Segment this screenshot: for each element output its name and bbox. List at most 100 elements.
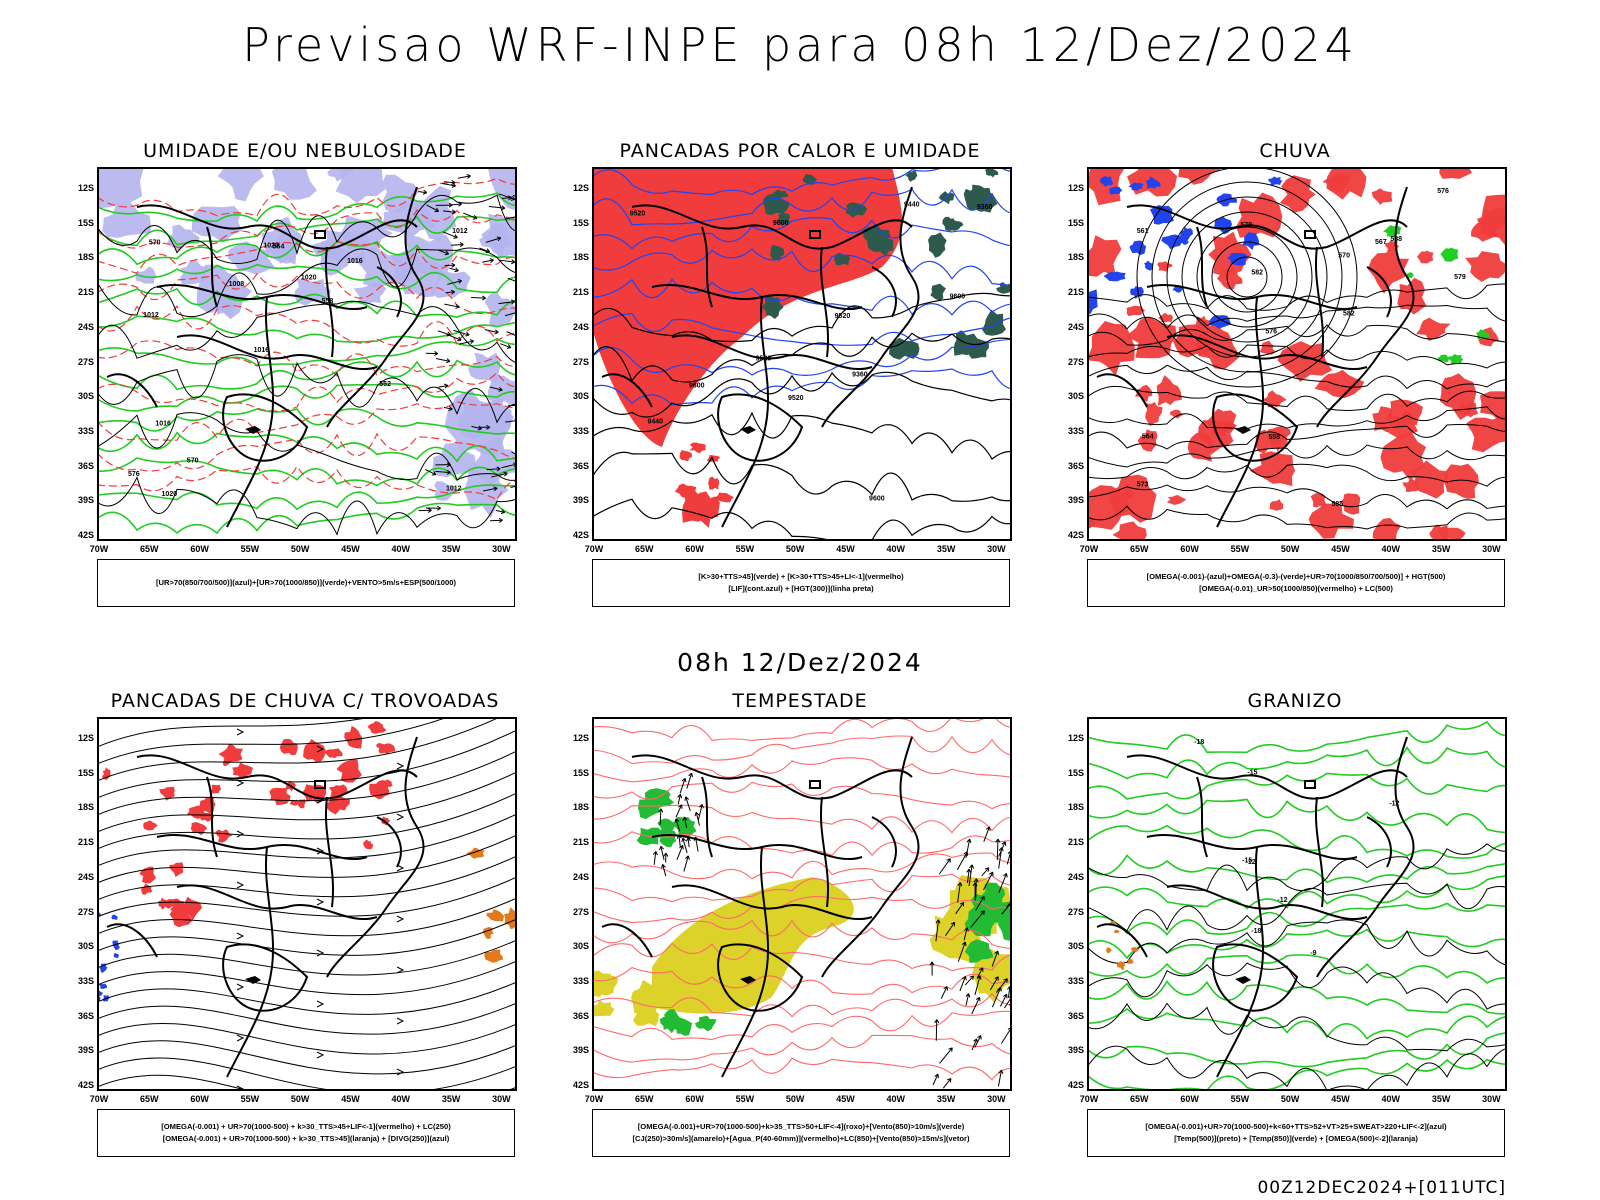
wind-vector xyxy=(493,486,498,492)
omega-blue-area xyxy=(1149,205,1174,225)
wind-vector xyxy=(455,304,460,309)
heat-showers-li-area xyxy=(689,442,706,454)
wind-850-vector xyxy=(677,794,683,799)
streamline-250 xyxy=(396,915,405,923)
wind-vector xyxy=(507,277,517,283)
divergence-area xyxy=(113,944,120,950)
panel-title: CHUVA xyxy=(1259,140,1331,162)
longitude-label: 40W xyxy=(886,544,906,554)
latitude-label: 42S xyxy=(572,1080,589,1090)
wind-vector xyxy=(471,296,486,299)
wind-vector xyxy=(447,280,462,285)
latitude-label: 42S xyxy=(1067,530,1084,540)
omega-rh50-area xyxy=(1380,431,1427,482)
latitude-label: 42S xyxy=(77,1080,94,1090)
longitude-label: 55W xyxy=(240,1094,260,1104)
streamline-250 xyxy=(396,762,405,770)
wind-850-vector xyxy=(685,796,691,812)
height-500-contour xyxy=(1211,241,1283,313)
wind-850-vector xyxy=(998,1069,1004,1074)
wind-vector xyxy=(445,291,455,294)
omega-500-area xyxy=(1113,929,1120,934)
contour-label: 570 xyxy=(149,239,161,246)
wind-850-area xyxy=(970,891,1002,929)
wind-850-vector xyxy=(980,895,985,901)
wind-850-vector xyxy=(686,772,693,789)
wind-850-vector xyxy=(959,976,966,992)
wind-850-vector xyxy=(694,811,700,817)
wind-vector xyxy=(485,237,501,243)
latitude-label: 24S xyxy=(77,871,94,882)
wind-850-vector xyxy=(938,858,951,875)
legend-line: [K>30+TTS>45](verde) + [K>30+TTS>45+LI<-… xyxy=(698,572,904,581)
wind-850-vector xyxy=(685,855,690,860)
omega-blue-area xyxy=(1161,234,1186,250)
wind-vector xyxy=(489,386,503,391)
humidity-mid-levels-area xyxy=(353,247,418,288)
latitude-label: 15S xyxy=(1067,767,1084,778)
federal-district-marker xyxy=(314,780,326,789)
low-level-humidity-contour xyxy=(97,484,517,511)
low-level-humidity-contour xyxy=(97,359,517,391)
humidity-mid-levels-area xyxy=(353,281,387,305)
longitude-label: 45W xyxy=(1331,1094,1350,1104)
pressure-contour xyxy=(97,194,517,265)
wind-vector xyxy=(482,487,498,492)
longitude-label: 70W xyxy=(1079,544,1099,554)
contour-label: 9600 xyxy=(869,496,885,503)
thickness-contour xyxy=(97,177,517,217)
wind-850-vector xyxy=(675,804,683,818)
height-500-contour xyxy=(1087,444,1507,468)
longitude-label: 65W xyxy=(1130,544,1149,554)
longitude-label: 60W xyxy=(190,544,209,554)
wind-vector xyxy=(494,329,499,335)
thunderstorm-showers-area xyxy=(296,799,306,809)
omega-rh50-area xyxy=(1340,493,1361,515)
latitude-label: 27S xyxy=(572,356,589,367)
latitude-label: 30S xyxy=(77,391,94,402)
wind-850-vector xyxy=(943,986,948,991)
temp-500-contour xyxy=(1087,919,1507,966)
omega-blue-area xyxy=(1128,182,1144,191)
forecast-map: 585 582 579 576 573 570 567 564 561 558 588 582 579 5… xyxy=(1087,167,1507,541)
streamline-250 xyxy=(97,717,375,748)
contour-label: 9520 xyxy=(630,211,646,218)
federal-district-marker xyxy=(809,230,821,239)
country-border xyxy=(176,884,378,920)
wind-850-vector xyxy=(687,837,690,848)
panel-title: TEMPESTADE xyxy=(732,690,868,712)
humidity-mid-levels-area xyxy=(480,213,517,259)
omega-rh50-area xyxy=(1169,409,1185,419)
thickness-contour xyxy=(97,371,517,412)
streamline-250 xyxy=(236,1034,245,1042)
panel-storm: TEMPESTADE 12S 15S 18S 21S 24S 27S 30S 33S 36S 39S… xyxy=(555,690,1045,1180)
streamline-250 xyxy=(97,1002,517,1035)
omega-rh50-area xyxy=(1134,384,1153,403)
wind-850-vector xyxy=(965,993,970,1006)
wind-vector xyxy=(510,259,516,265)
wind-850-vector xyxy=(998,847,1003,869)
wind-850-vector xyxy=(995,978,1008,993)
country-border xyxy=(1212,393,1299,462)
forecast-map-svg xyxy=(97,717,517,1091)
precipitable-water-contour xyxy=(592,942,1012,972)
latitude-label: 21S xyxy=(77,837,94,848)
divergence-area xyxy=(113,953,120,959)
wind-vector xyxy=(426,204,439,212)
wind-850-vector xyxy=(981,867,990,877)
wind-vector xyxy=(449,267,459,272)
wind-850-vector xyxy=(964,927,969,932)
contour-label: 1016 xyxy=(155,421,171,428)
latitude-label: 12S xyxy=(1067,733,1084,743)
latitude-label: 36S xyxy=(572,1010,589,1021)
federal-district-marker xyxy=(1304,230,1316,239)
omega-500-area xyxy=(1106,947,1112,954)
precipitable-water-contour xyxy=(592,1034,1012,1063)
latitude-label: 33S xyxy=(1067,975,1084,986)
country-border xyxy=(206,776,218,858)
latitude-label: 18S xyxy=(77,802,94,813)
streamline-250 xyxy=(396,1068,405,1076)
height-300-contour xyxy=(592,498,1012,541)
wind-850-vector xyxy=(653,851,657,865)
wind-850-vector xyxy=(983,871,994,891)
